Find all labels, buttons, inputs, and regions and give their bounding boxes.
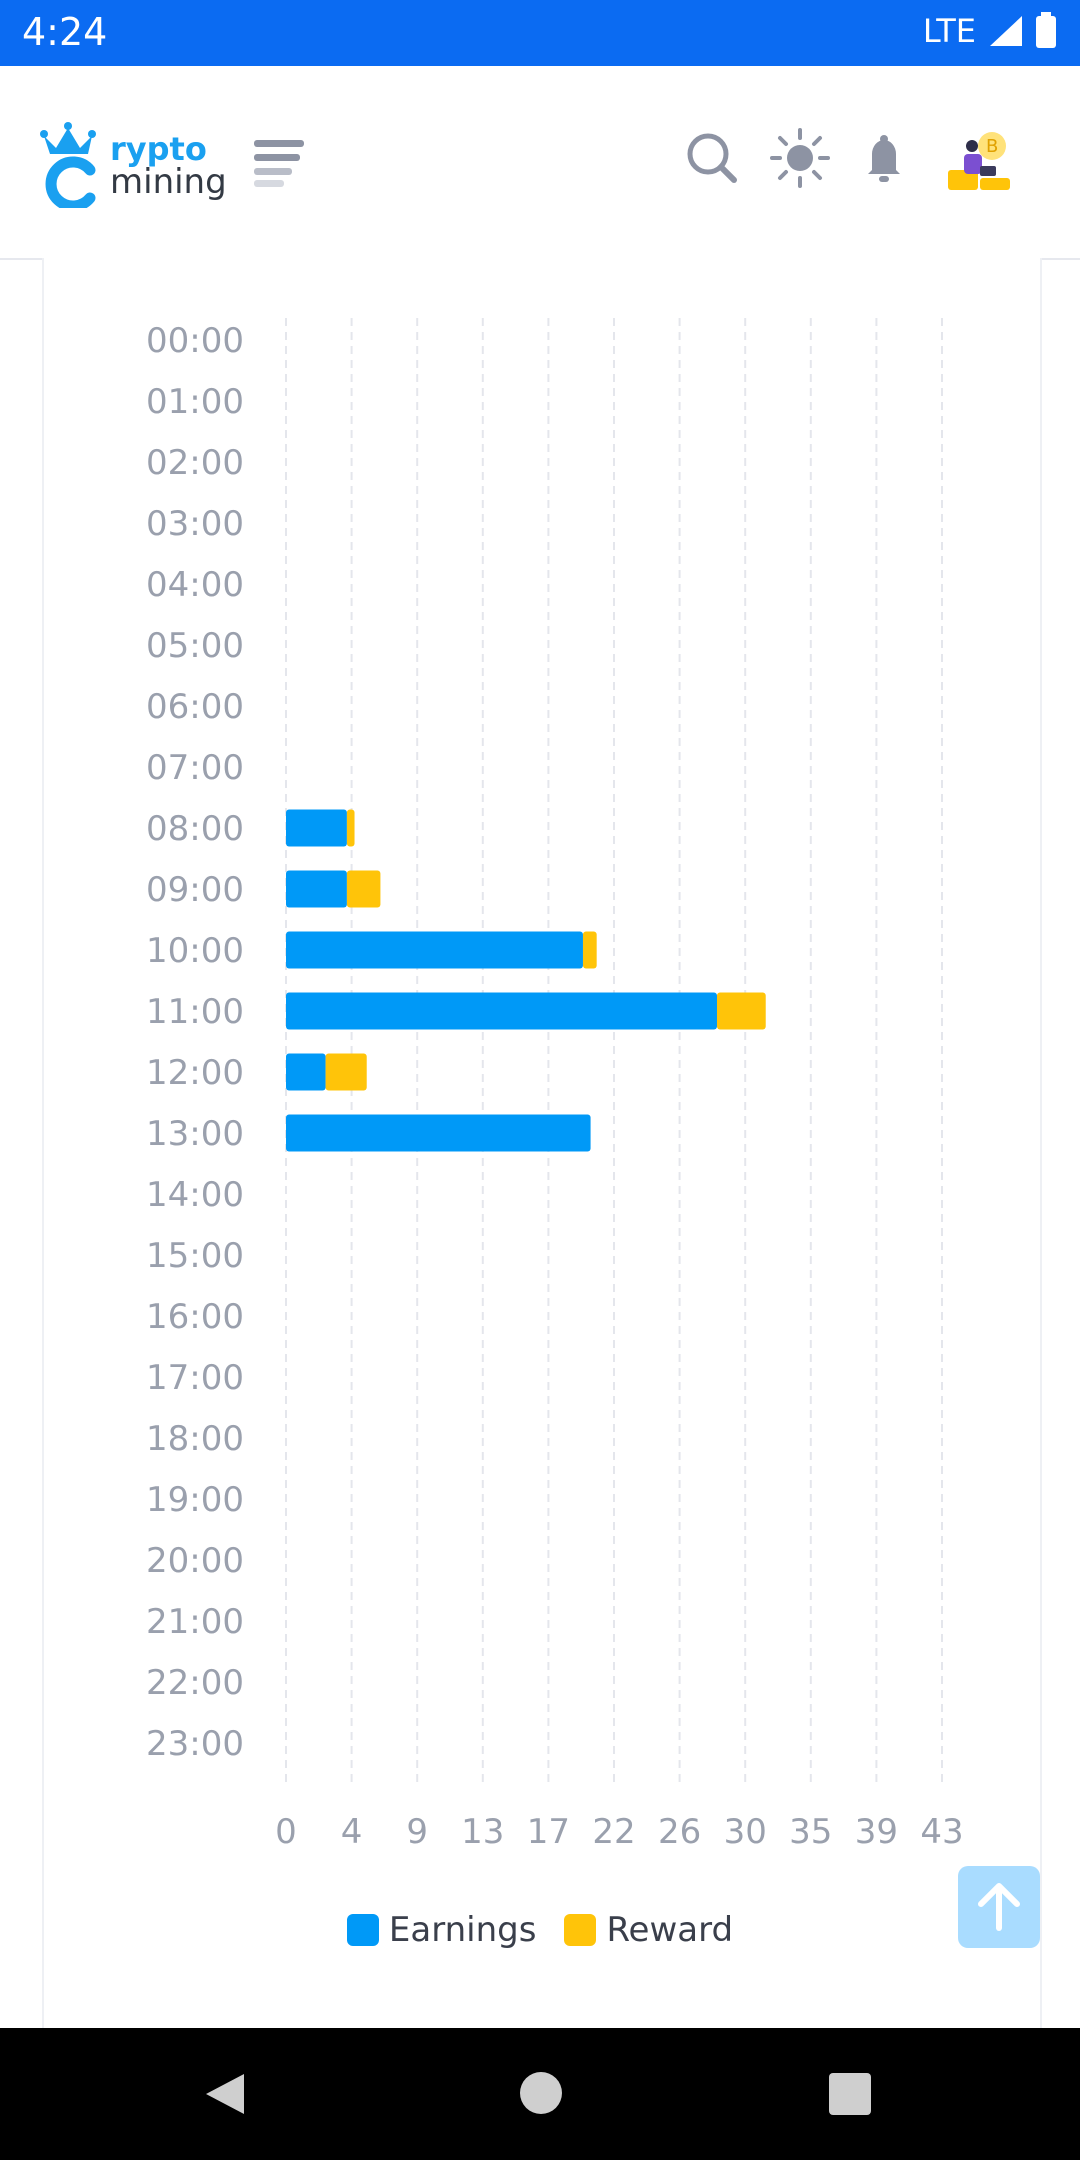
bar-reward-1200 <box>325 1053 367 1091</box>
x-tick-label: 35 <box>789 1812 832 1852</box>
y-tick-label: 14:00 <box>146 1175 244 1215</box>
y-tick-label: 21:00 <box>146 1602 244 1642</box>
legend-item-earnings[interactable]: Earnings <box>346 1910 537 1950</box>
status-time: 4:24 <box>22 10 108 54</box>
bar-earnings-1200 <box>286 1053 326 1091</box>
bar-earnings-1000 <box>286 931 583 969</box>
y-tick-label: 10:00 <box>146 931 244 971</box>
menu-icon[interactable] <box>254 138 306 187</box>
x-tick-label: 9 <box>406 1812 428 1852</box>
logo-text-mining: mining <box>110 162 227 202</box>
arrow-up-icon <box>978 1883 1020 1931</box>
legend-label-reward: Reward <box>606 1910 734 1950</box>
signal-icon <box>990 16 1022 46</box>
y-tick-label: 06:00 <box>146 687 244 727</box>
bar-earnings-1100 <box>286 992 717 1030</box>
bar-reward-0900 <box>346 870 381 908</box>
y-tick-label: 18:00 <box>146 1419 244 1459</box>
bar-reward-0800 <box>346 809 355 847</box>
svg-text:B: B <box>986 136 998 157</box>
app-header: rypto mining B <box>0 66 1080 260</box>
back-icon[interactable] <box>200 2070 248 2118</box>
legend-item-reward[interactable]: Reward <box>564 1910 733 1950</box>
logo-text-rypto: rypto <box>110 130 207 168</box>
legend-swatch-earnings <box>346 1914 379 1946</box>
x-tick-label: 43 <box>920 1812 963 1852</box>
network-label: LTE <box>922 12 976 50</box>
x-tick-label: 22 <box>592 1812 635 1852</box>
y-tick-label: 15:00 <box>146 1236 244 1276</box>
y-tick-label: 20:00 <box>146 1541 244 1581</box>
scroll-to-top-button[interactable] <box>958 1866 1040 1948</box>
y-tick-label: 08:00 <box>146 809 244 849</box>
y-tick-label: 17:00 <box>146 1358 244 1398</box>
y-tick-label: 01:00 <box>146 382 244 422</box>
y-tick-label: 23:00 <box>146 1724 244 1764</box>
status-right: LTE <box>923 12 1058 50</box>
sun-icon[interactable] <box>768 126 832 190</box>
y-tick-label: 12:00 <box>146 1053 244 1093</box>
y-tick-label: 22:00 <box>146 1663 244 1703</box>
x-tick-label: 0 <box>275 1812 297 1852</box>
chart-legend: Earnings Reward <box>0 1910 1080 1950</box>
x-tick-label: 39 <box>855 1812 898 1852</box>
y-tick-label: 04:00 <box>146 565 244 605</box>
status-bar: 4:24 LTE <box>0 0 1080 66</box>
search-icon[interactable] <box>680 126 744 190</box>
bar-reward-1100 <box>716 992 766 1030</box>
logo-crown-c-icon <box>40 122 96 208</box>
y-tick-label: 05:00 <box>146 626 244 666</box>
hourly-earnings-chart: 0 4 9 13 17 22 26 30 35 39 43 00:00 01:00 02:00 03:00 0… <box>146 318 964 1852</box>
battery-icon <box>1036 12 1056 48</box>
y-tick-label: 09:00 <box>146 870 244 910</box>
y-tick-label: 07:00 <box>146 748 244 788</box>
y-tick-label: 03:00 <box>146 504 244 544</box>
bar-earnings-0900 <box>286 870 347 908</box>
y-tick-label: 02:00 <box>146 443 244 483</box>
y-tick-label: 00:00 <box>146 321 244 361</box>
bar-reward-1000 <box>582 931 597 969</box>
y-tick-label: 16:00 <box>146 1297 244 1337</box>
system-nav-bar <box>0 2028 1080 2160</box>
x-tick-label: 17 <box>527 1812 570 1852</box>
x-tick-label: 13 <box>461 1812 504 1852</box>
home-icon[interactable] <box>518 2070 564 2116</box>
y-tick-label: 11:00 <box>146 992 244 1032</box>
app-logo[interactable]: rypto mining <box>38 118 228 218</box>
x-tick-label: 26 <box>658 1812 701 1852</box>
bell-icon[interactable] <box>852 126 916 190</box>
recents-icon[interactable] <box>828 2072 872 2116</box>
legend-label-earnings: Earnings <box>388 1910 537 1950</box>
x-tick-label: 4 <box>341 1812 363 1852</box>
y-tick-label: 13:00 <box>146 1114 244 1154</box>
legend-swatch-reward <box>564 1914 597 1946</box>
bar-earnings-0800 <box>286 809 347 847</box>
x-tick-label: 30 <box>724 1812 767 1852</box>
bar-earnings-1300 <box>286 1114 591 1152</box>
y-tick-label: 19:00 <box>146 1480 244 1520</box>
avatar[interactable]: B <box>944 126 1014 196</box>
